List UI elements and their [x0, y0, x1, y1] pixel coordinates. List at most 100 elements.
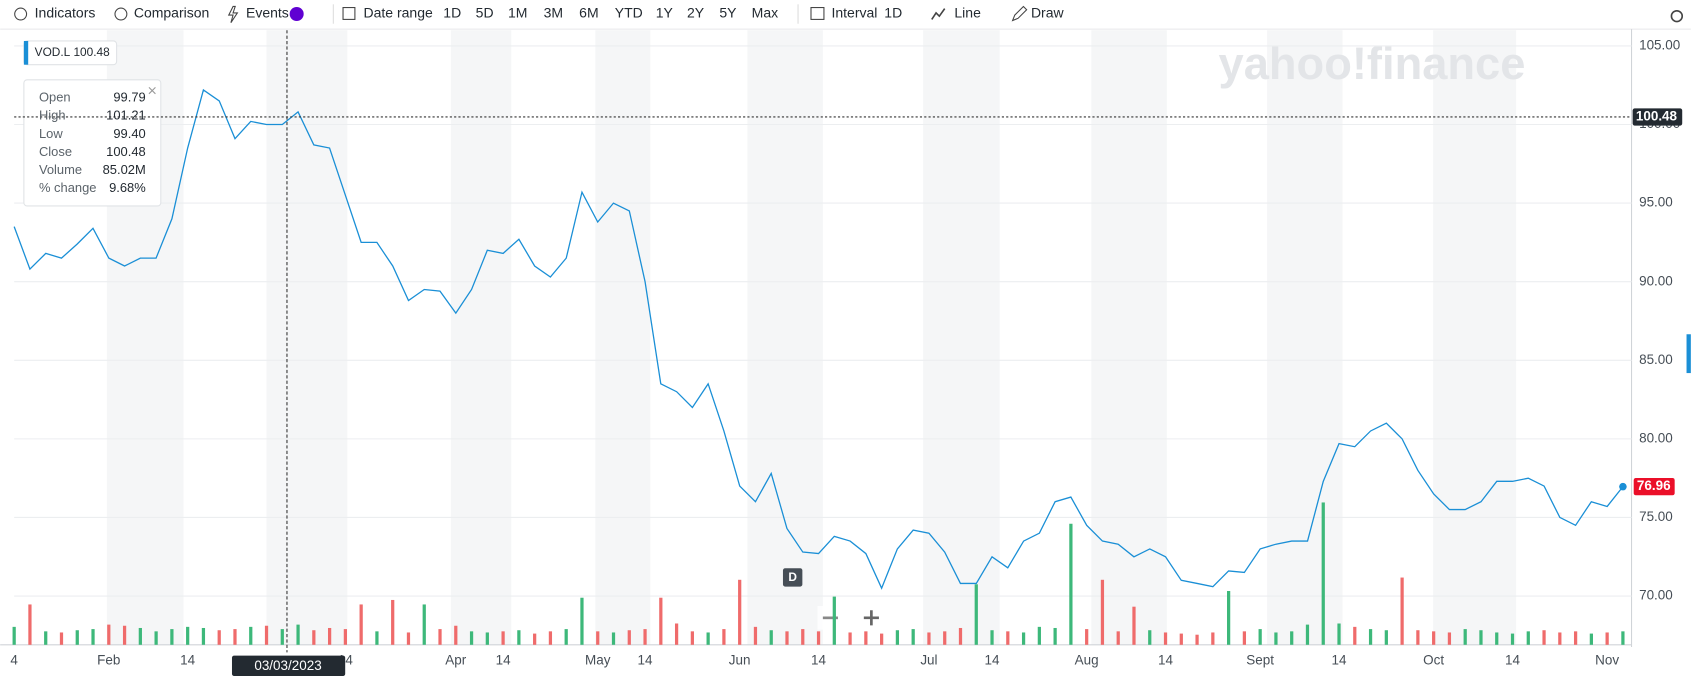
volume-bar — [1274, 632, 1278, 645]
volume-bar — [1526, 631, 1530, 645]
volume-bar — [927, 632, 931, 645]
x-tick-label: 14 — [1505, 653, 1520, 668]
events-icon — [227, 5, 239, 23]
background-band — [1091, 30, 1167, 645]
toolbar-item[interactable]: Date range — [364, 5, 433, 21]
volume-bar — [706, 632, 710, 645]
background-band — [595, 30, 651, 645]
volume-bar — [1305, 624, 1310, 645]
toolbar-item[interactable]: 1D — [884, 5, 902, 21]
volume-bar — [738, 579, 742, 645]
volume-bar — [958, 627, 963, 645]
x-tick-label: 4 — [10, 653, 18, 668]
volume-bar — [138, 627, 142, 645]
background-band — [1267, 30, 1343, 645]
volume-bar — [1195, 634, 1199, 645]
toolbar-item[interactable]: Interval — [831, 5, 877, 21]
toolbar-item[interactable]: 1M — [508, 5, 527, 21]
volume-bar — [359, 604, 363, 645]
volume-bar — [12, 626, 16, 645]
volume-bar — [911, 629, 915, 645]
volume-bar — [1558, 632, 1562, 645]
crosshair-date-label: 03/03/2023 — [254, 658, 321, 673]
line-icon — [931, 8, 946, 20]
settings-icon[interactable] — [1670, 9, 1684, 23]
toolbar-item[interactable]: Max — [752, 5, 778, 21]
side-tab[interactable] — [1686, 334, 1691, 374]
toolbar-item[interactable]: 3M — [544, 5, 563, 21]
toolbar-item[interactable]: Events — [246, 5, 289, 21]
volume-bar — [674, 623, 679, 645]
volume-bar — [59, 632, 64, 645]
volume-bar — [75, 630, 79, 645]
volume-bar — [627, 630, 631, 645]
tooltip-value: 100.48 — [106, 144, 146, 159]
volume-bar — [1510, 633, 1515, 645]
volume-bar — [722, 629, 726, 645]
volume-bar — [816, 631, 821, 645]
tooltip-label: High — [39, 108, 66, 123]
x-tick-label: Nov — [1595, 653, 1619, 668]
volume-bar — [1021, 632, 1026, 645]
overlay: VOD.L 100.48 100.48 03/03/2023 Open 99.79 Hi… — [14, 30, 1683, 677]
y-tick-label: 85.00 — [1639, 352, 1673, 367]
y-tick-label: 105.00 — [1639, 37, 1680, 52]
toolbar-item[interactable]: 2Y — [687, 5, 705, 21]
x-tick-label: 14 — [811, 653, 826, 668]
volume-bar — [1258, 629, 1262, 645]
legend-price: 100.48 — [73, 45, 110, 59]
y-tick-label: 95.00 — [1639, 195, 1673, 210]
indicators-icon — [14, 7, 28, 21]
tooltip-value: 99.40 — [113, 126, 145, 141]
volume-bar — [643, 629, 647, 645]
tooltip-label: % change — [39, 180, 96, 195]
volume-bar — [343, 629, 348, 645]
volume-bar — [406, 632, 411, 645]
zoom-in[interactable] — [863, 610, 879, 626]
volume-bar — [1211, 632, 1215, 645]
toolbar-item[interactable]: 6M — [579, 5, 598, 21]
tooltip-close[interactable] — [148, 86, 156, 95]
crosshair-price-badge — [1632, 108, 1683, 126]
volume-bar — [1479, 630, 1483, 645]
volume-bar — [1116, 631, 1120, 645]
volume-bar — [1290, 631, 1294, 645]
toolbar-item[interactable]: Indicators — [35, 5, 96, 21]
volume-bar — [280, 629, 284, 645]
volume-bar — [1416, 630, 1420, 645]
toolbar-item[interactable]: 1D — [443, 5, 461, 21]
x-tick-label: 14 — [985, 653, 1000, 668]
volume-bar — [501, 631, 505, 645]
toolbar-item[interactable]: YTD — [615, 5, 643, 21]
tooltip-value: 99.79 — [113, 90, 145, 105]
toolbar-item[interactable]: Draw — [1031, 5, 1065, 21]
volume-bar — [375, 631, 379, 645]
event-badge[interactable] — [782, 568, 803, 587]
volume-bar — [296, 624, 300, 645]
volume-bar — [580, 597, 584, 645]
volume-bar — [485, 632, 489, 645]
tooltip-value: 85.02M — [103, 162, 146, 177]
last-point — [1619, 482, 1627, 491]
toolbar-item[interactable]: 5D — [476, 5, 494, 21]
volume-bar — [122, 625, 127, 645]
toolbar-item[interactable]: Line — [954, 5, 981, 21]
x-tick-label: Aug — [1075, 653, 1099, 668]
volume-bar — [1447, 632, 1452, 645]
volume-bar — [990, 630, 994, 645]
x-tick-label: Apr — [445, 653, 466, 668]
volume-bar — [1542, 630, 1546, 645]
volume-bar — [1132, 606, 1136, 645]
x-tick-label: 14 — [180, 653, 195, 668]
toolbar-item[interactable]: 1Y — [656, 5, 674, 21]
volume-bar — [327, 627, 332, 645]
volume-bar — [1179, 633, 1183, 645]
volume-bar — [1589, 633, 1593, 645]
tooltip-box — [23, 79, 162, 207]
toolbar-item[interactable]: 5Y — [719, 5, 737, 21]
toolbar-item[interactable]: Comparison — [134, 5, 209, 21]
volume-bar — [422, 604, 426, 645]
volume-bar — [974, 584, 978, 645]
